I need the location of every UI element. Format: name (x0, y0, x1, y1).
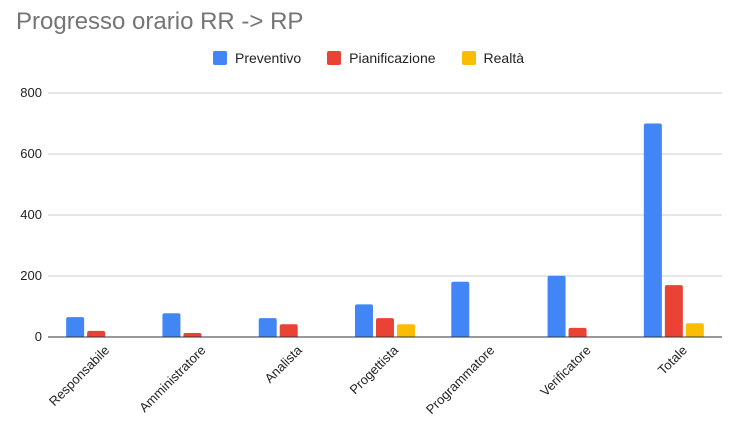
bar (568, 327, 587, 337)
bar (162, 313, 181, 337)
legend-swatch-realta (461, 51, 476, 65)
legend-label-pianificazione: Pianificazione (349, 50, 436, 66)
x-tick-label: Programmatore (423, 343, 497, 417)
y-tick-label: 0 (35, 329, 42, 344)
x-tick-label: Progettista (347, 342, 402, 397)
legend-label-realta: Realtà (483, 50, 524, 66)
legend-entry-preventivo: Preventivo (212, 50, 302, 66)
bar (258, 318, 277, 337)
bar (376, 318, 394, 337)
y-tick-label: 400 (20, 207, 42, 222)
x-tick-label: Responsabile (46, 343, 112, 409)
legend: Preventivo Pianificazione Realtà (0, 50, 737, 66)
bar (685, 323, 704, 337)
x-tick-label: Verificatore (537, 343, 594, 400)
bar (355, 304, 373, 337)
y-tick-label: 600 (20, 146, 42, 161)
chart-title: Progresso orario RR -> RP (16, 8, 304, 35)
bar (183, 333, 202, 337)
x-tick-label: Amministratore (136, 343, 208, 415)
bar (279, 324, 298, 337)
bar (643, 123, 662, 337)
y-tick-label: 200 (20, 268, 42, 283)
bar (547, 275, 566, 337)
legend-entry-pianificazione: Pianificazione (327, 50, 436, 66)
legend-entry-realta: Realtà (461, 50, 524, 66)
bar (664, 285, 683, 337)
x-tick-label: Analista (262, 342, 306, 386)
legend-label-preventivo: Preventivo (234, 50, 302, 66)
bar (87, 330, 106, 337)
bar (397, 324, 415, 337)
bar (66, 317, 85, 337)
legend-swatch-preventivo (212, 51, 227, 65)
y-tick-label: 800 (20, 85, 42, 100)
bar (451, 281, 470, 337)
legend-swatch-pianificazione (327, 51, 342, 65)
x-tick-label: Totale (655, 343, 690, 378)
